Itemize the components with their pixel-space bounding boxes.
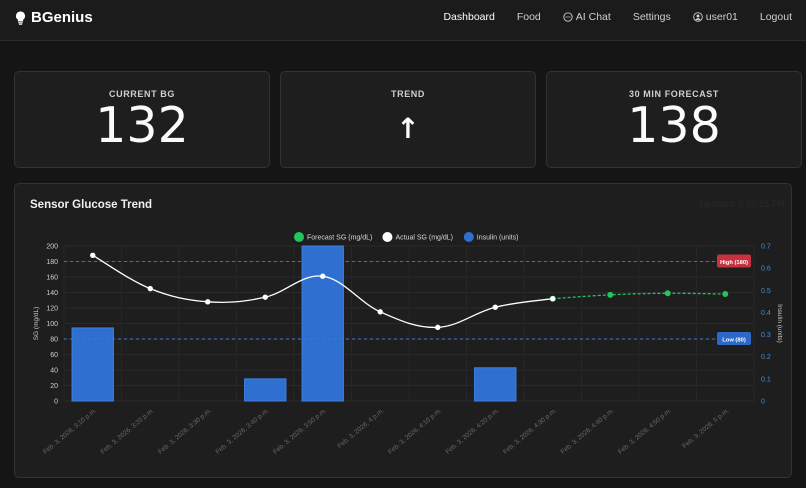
nav-user[interactable]: user01: [693, 11, 738, 23]
forecast-point: [664, 290, 671, 297]
insulin-bar: [71, 327, 114, 402]
insulin-bar: [244, 378, 287, 402]
x-tick-label: Feb. 3, 2026, 4 p.m.: [336, 407, 385, 450]
nav-links: Dashboard Food AI Chat Settings user01 L…: [421, 11, 792, 23]
y-tick-label: 40: [50, 368, 58, 375]
y2-tick-label: 0.1: [761, 376, 771, 383]
low-threshold-badge: Low (80): [717, 332, 751, 345]
y-tick-label: 140: [46, 290, 58, 297]
forecast-card: 30 MIN FORECAST 138: [546, 71, 802, 168]
insulin-bar: [474, 367, 517, 402]
x-tick-label: Feb. 3, 2026, 3:30 p.m.: [157, 407, 213, 456]
actual-point: [492, 304, 498, 310]
y2-tick-label: 0.6: [761, 266, 771, 273]
y-tick-label: 100: [46, 321, 58, 328]
y-tick-label: 180: [46, 259, 58, 266]
nav-settings[interactable]: Settings: [632, 11, 671, 23]
current-bg-label: CURRENT BG: [109, 89, 175, 99]
glucose-chart-card: Sensor Glucose Trend Updated: 5:00:15 PM…: [14, 183, 792, 478]
y2-tick-label: 0.5: [761, 288, 771, 295]
forecast-label: 30 MIN FORECAST: [628, 89, 719, 99]
y2-axis-label: Insulin (units): [776, 304, 783, 343]
actual-point: [147, 285, 153, 292]
x-tick-label: Feb. 3, 2026, 3:10 p.m.: [42, 407, 98, 456]
brand[interactable]: BGenius: [15, 9, 93, 26]
y-tick-label: 0: [54, 399, 58, 406]
y-tick-label: 120: [46, 306, 58, 313]
nav-dashboard[interactable]: Dashboard: [443, 11, 495, 23]
legend-insulin-swatch: [463, 232, 474, 242]
legend-insulin-label: Insulin (units): [477, 235, 519, 242]
x-tick-label: Feb. 3, 2026, 5 p.m.: [681, 407, 730, 450]
nav-ai-chat[interactable]: AI Chat: [563, 11, 611, 23]
svg-text:High (180): High (180): [720, 260, 748, 266]
chart-title: Sensor Glucose Trend: [30, 199, 153, 211]
glucose-chart[interactable]: 0 20 40 60 80 100 120 140 160 180 200 0 0.1 0.2 0.3 0.4…: [15, 184, 791, 477]
current-bg-card: CURRENT BG 132: [14, 71, 270, 168]
x-tick-label: Feb. 3, 2026, 3:40 p.m.: [215, 407, 271, 456]
navbar: BGenius Dashboard Food AI Chat Settings …: [0, 0, 806, 41]
legend-actual-label: Actual SG (mg/dL): [395, 235, 453, 242]
forecast-point: [722, 291, 729, 298]
actual-point: [377, 309, 383, 315]
actual-point: [320, 273, 326, 279]
actual-point: [205, 299, 211, 305]
legend-forecast-swatch: [294, 232, 304, 242]
trend-arrow-icon: ↑: [396, 112, 420, 145]
actual-point: [550, 296, 556, 302]
x-tick-label: Feb. 3, 2026, 3:50 p.m.: [272, 407, 328, 456]
x-tick-label: Feb. 3, 2026, 4:40 p.m.: [560, 407, 616, 456]
x-tick-label: Feb. 3, 2026, 4:50 p.m.: [617, 407, 673, 456]
y-tick-label: 60: [50, 352, 58, 359]
actual-point: [435, 324, 441, 331]
updated-timestamp: Updated: 5:00:15 PM: [699, 199, 785, 209]
forecast-sg-line: [552, 292, 726, 300]
brand-name: BGenius: [31, 9, 93, 26]
x-tick-label: Feb. 3, 2026, 3:20 p.m.: [100, 407, 156, 456]
legend-forecast-label: Forecast SG (mg/dL): [307, 235, 372, 242]
y-tick-label: 20: [50, 383, 58, 390]
nav-food[interactable]: Food: [516, 11, 541, 23]
y-axis-label: SG (mg/dL): [33, 307, 40, 341]
user-icon: [693, 12, 703, 22]
nav-logout[interactable]: Logout: [759, 11, 792, 23]
chat-icon: [563, 12, 573, 22]
high-threshold-badge: High (180): [717, 254, 751, 268]
x-tick-label: Feb. 3, 2026, 4:10 p.m.: [387, 407, 443, 456]
forecast-value: 138: [627, 97, 721, 154]
x-tick-label: Feb. 3, 2026, 4:20 p.m.: [445, 407, 501, 456]
y-tick-label: 200: [46, 244, 58, 251]
y-tick-label: 160: [46, 275, 58, 282]
y2-tick-label: 0: [761, 399, 765, 406]
y2-tick-label: 0.4: [761, 310, 771, 317]
actual-point: [90, 252, 96, 258]
nav-ai-chat-label: AI Chat: [575, 11, 611, 23]
y2-tick-label: 0.2: [761, 354, 771, 361]
lightbulb-icon: [15, 10, 26, 25]
y-tick-label: 80: [50, 337, 58, 344]
legend-actual-swatch: [382, 232, 393, 242]
forecast-point: [607, 291, 614, 298]
trend-label: TREND: [391, 89, 425, 99]
current-bg-value: 132: [95, 97, 189, 154]
y2-tick-label: 0.3: [761, 332, 771, 339]
y2-tick-label: 0.7: [761, 244, 771, 251]
nav-user-label: user01: [705, 11, 738, 23]
svg-text:Low (80): Low (80): [722, 338, 746, 344]
trend-card: TREND ↑: [280, 71, 536, 168]
x-tick-label: Feb. 3, 2026, 4:30 p.m.: [502, 407, 558, 456]
actual-point: [262, 294, 268, 300]
insulin-bar: [301, 245, 344, 402]
